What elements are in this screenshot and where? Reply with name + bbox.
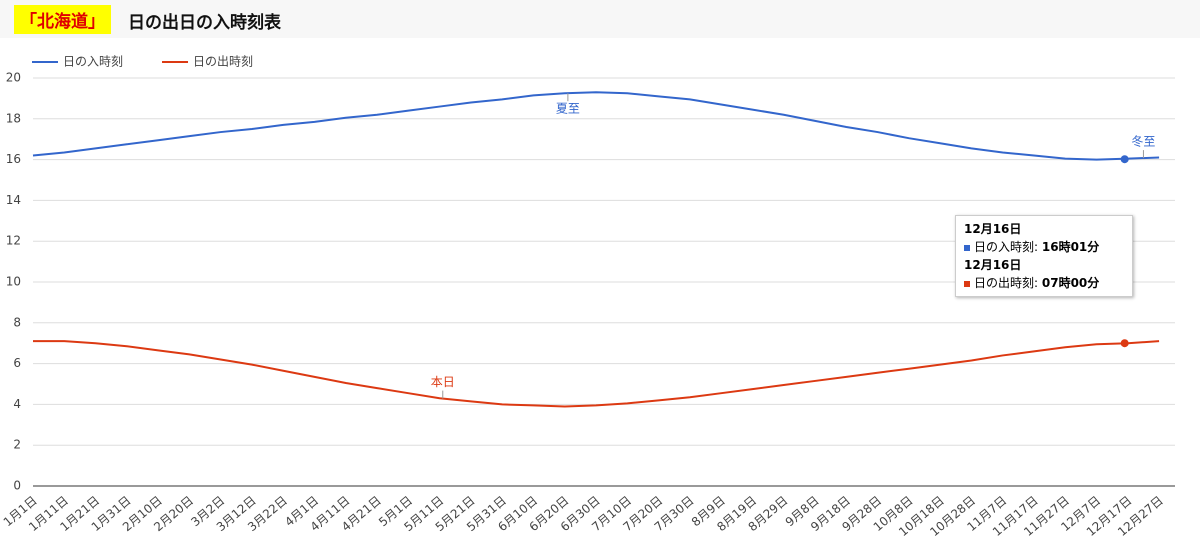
highlight-point — [1120, 155, 1129, 164]
series-line — [32, 91, 1160, 161]
tooltip-label: 日の入時刻: — [974, 240, 1039, 254]
y-tick-label: 16 — [6, 152, 21, 166]
y-tick-label: 20 — [6, 71, 21, 85]
tooltip-swatch — [964, 280, 970, 287]
highlight-point — [1120, 339, 1129, 348]
tooltip: 12月16日 日の入時刻: 16時01分 12月16日 日の出時刻: 07時00… — [955, 215, 1133, 297]
annotation: 本日 — [431, 375, 455, 389]
title: 日の出日の入時刻表 — [128, 13, 281, 33]
series-line — [33, 340, 1160, 408]
header: 「北海道」 日の出日の入時刻表 — [0, 0, 1200, 38]
y-tick-label: 18 — [6, 111, 21, 125]
y-tick-label: 10 — [6, 275, 21, 289]
y-tick-label: 2 — [13, 438, 21, 452]
tooltip-date: 12月16日 — [964, 222, 1022, 236]
tooltip-date: 12月16日 — [964, 258, 1022, 272]
y-tick-label: 0 — [13, 479, 21, 493]
y-tick-label: 4 — [13, 397, 21, 411]
annotation: 冬至 — [1131, 134, 1155, 149]
tooltip-value: 16時01分 — [1041, 240, 1100, 254]
tooltip-value: 07時00分 — [1041, 276, 1100, 290]
legend-label: 日の出時刻 — [193, 55, 253, 69]
y-tick-label: 8 — [13, 315, 21, 329]
tooltip-swatch — [964, 244, 970, 251]
y-tick-label: 12 — [6, 234, 21, 248]
legend-label: 日の入時刻 — [63, 55, 123, 69]
y-tick-label: 6 — [13, 356, 21, 370]
y-tick-label: 14 — [6, 193, 21, 207]
region: 「北海道」 — [14, 5, 111, 34]
annotation: 夏至 — [556, 102, 580, 116]
tooltip-label: 日の出時刻: — [974, 276, 1039, 290]
